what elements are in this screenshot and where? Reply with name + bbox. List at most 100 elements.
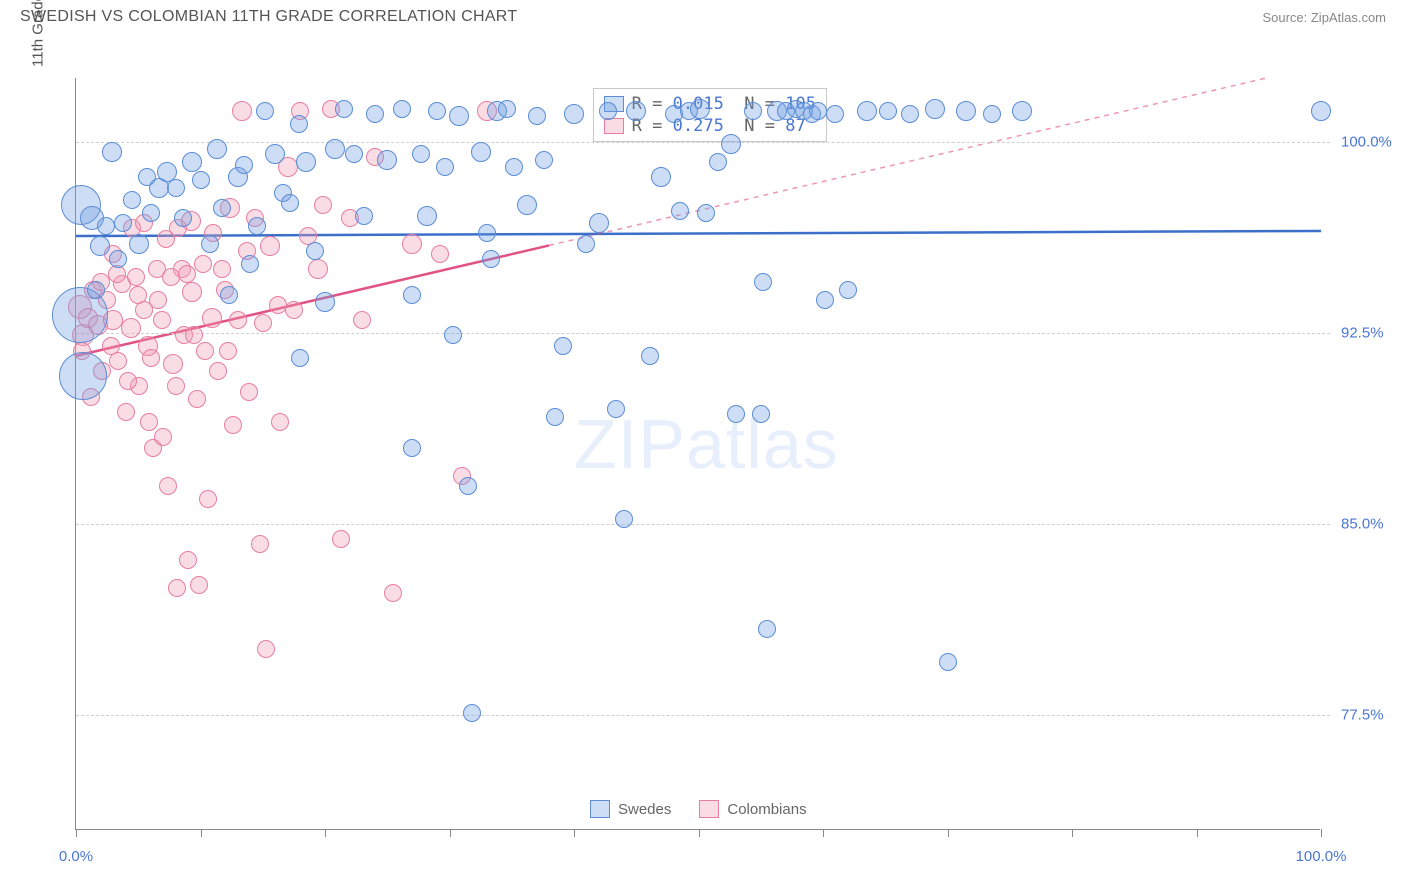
scatter-point — [90, 236, 110, 256]
scatter-point — [744, 102, 762, 120]
scatter-point — [129, 234, 149, 254]
scatter-point — [449, 106, 469, 126]
scatter-point — [615, 510, 633, 528]
scatter-point — [213, 199, 231, 217]
scatter-point — [167, 377, 185, 395]
scatter-point — [1012, 101, 1032, 121]
scatter-point — [109, 352, 127, 370]
scatter-point — [325, 139, 345, 159]
scatter-point — [121, 318, 141, 338]
scatter-point — [127, 268, 145, 286]
x-tick — [1197, 829, 1198, 837]
bottom-legend: Swedes Colombians — [590, 800, 807, 818]
gridline — [76, 333, 1330, 334]
scatter-point — [459, 477, 477, 495]
scatter-point — [535, 151, 553, 169]
scatter-point — [589, 213, 609, 233]
scatter-point — [754, 273, 772, 291]
scatter-point — [879, 102, 897, 120]
scatter-point — [196, 342, 214, 360]
scatter-point — [182, 152, 202, 172]
x-tick — [699, 829, 700, 837]
scatter-point — [159, 477, 177, 495]
scatter-point — [209, 362, 227, 380]
trend-lines — [76, 78, 1321, 830]
scatter-point — [123, 191, 141, 209]
scatter-point — [290, 115, 308, 133]
scatter-point — [826, 105, 844, 123]
scatter-point — [554, 337, 572, 355]
scatter-point — [758, 620, 776, 638]
scatter-point — [431, 245, 449, 263]
scatter-point — [727, 405, 745, 423]
scatter-point — [291, 349, 309, 367]
x-tick — [1321, 829, 1322, 837]
scatter-point — [153, 311, 171, 329]
scatter-point — [229, 311, 247, 329]
scatter-point — [119, 372, 137, 390]
x-tick — [574, 829, 575, 837]
x-tick — [823, 829, 824, 837]
scatter-point — [167, 179, 185, 197]
legend-swatch-icon — [590, 800, 610, 818]
scatter-point — [939, 653, 957, 671]
scatter-point — [265, 144, 285, 164]
scatter-point — [201, 235, 219, 253]
scatter-point — [271, 413, 289, 431]
legend-item: Colombians — [699, 800, 806, 818]
scatter-point — [314, 196, 332, 214]
y-tick-label: 100.0% — [1341, 133, 1392, 150]
x-tick — [1072, 829, 1073, 837]
scatter-point — [315, 292, 335, 312]
scatter-point — [345, 145, 363, 163]
plot-region: ZIPatlas R = 0.015 N = 105 R = 0.275 N =… — [75, 78, 1320, 830]
scatter-point — [109, 250, 127, 268]
legend-label: Swedes — [618, 801, 671, 818]
y-tick-label: 85.0% — [1341, 516, 1384, 533]
scatter-point — [213, 260, 231, 278]
scatter-point — [471, 142, 491, 162]
scatter-point — [1311, 101, 1331, 121]
scatter-point — [412, 145, 430, 163]
source-label: Source: ZipAtlas.com — [1262, 10, 1386, 25]
scatter-point — [254, 314, 272, 332]
scatter-point — [188, 390, 206, 408]
scatter-point — [179, 551, 197, 569]
scatter-point — [232, 101, 252, 121]
y-tick-label: 77.5% — [1341, 707, 1384, 724]
scatter-point — [651, 167, 671, 187]
scatter-point — [260, 236, 280, 256]
scatter-point — [564, 104, 584, 124]
x-tick-label: 0.0% — [59, 848, 93, 865]
x-tick — [201, 829, 202, 837]
scatter-point — [102, 142, 122, 162]
scatter-point — [157, 230, 175, 248]
scatter-point — [285, 301, 303, 319]
scatter-point — [671, 202, 689, 220]
gridline — [76, 142, 1330, 143]
scatter-point — [129, 286, 147, 304]
scatter-point — [235, 156, 253, 174]
scatter-point — [142, 349, 160, 367]
scatter-point — [577, 235, 595, 253]
legend-swatch-icon — [604, 118, 624, 134]
scatter-point — [402, 234, 422, 254]
scatter-point — [697, 204, 715, 222]
scatter-point — [983, 105, 1001, 123]
scatter-point — [117, 403, 135, 421]
scatter-point — [202, 308, 222, 328]
scatter-point — [925, 99, 945, 119]
watermark-bold: ZIP — [574, 405, 686, 483]
scatter-point — [149, 291, 167, 309]
scatter-point — [428, 102, 446, 120]
chart-title: SWEDISH VS COLOMBIAN 11TH GRADE CORRELAT… — [20, 8, 517, 26]
scatter-point — [219, 342, 237, 360]
scatter-point — [355, 207, 373, 225]
scatter-point — [190, 576, 208, 594]
scatter-point — [257, 640, 275, 658]
scatter-point — [168, 579, 186, 597]
scatter-point — [251, 535, 269, 553]
scatter-point — [162, 268, 180, 286]
scatter-point — [207, 139, 227, 159]
scatter-point — [241, 255, 259, 273]
